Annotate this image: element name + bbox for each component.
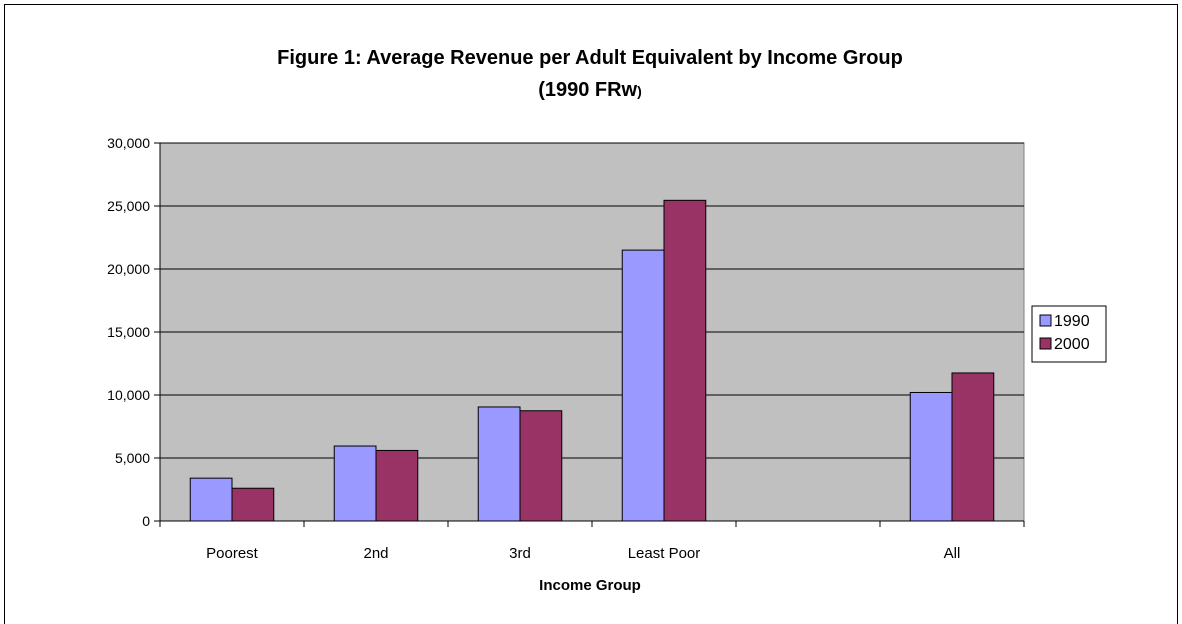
y-tick-label: 5,000 bbox=[115, 450, 150, 466]
x-tick-label: Least Poor bbox=[628, 545, 701, 562]
chart-title: Figure 1: Average Revenue per Adult Equi… bbox=[277, 47, 903, 69]
legend-swatch-2000 bbox=[1039, 337, 1052, 350]
legend-label-2000: 2000 bbox=[1054, 336, 1090, 353]
chart-frame bbox=[4, 4, 1178, 624]
y-tick-label: 25,000 bbox=[107, 198, 150, 214]
y-tick-label: 0 bbox=[142, 513, 150, 529]
y-tick-label: 10,000 bbox=[107, 387, 150, 403]
y-tick-label: 20,000 bbox=[107, 261, 150, 277]
chart-subtitle: (1990 FRw) bbox=[538, 79, 642, 101]
legend: 1990 2000 bbox=[1031, 305, 1107, 363]
x-tick-label: All bbox=[944, 545, 961, 562]
x-tick-label: 3rd bbox=[509, 545, 531, 562]
bar-2000 bbox=[231, 487, 275, 522]
x-axis-title: Income Group bbox=[539, 577, 641, 594]
bar-2000 bbox=[663, 199, 707, 522]
y-tick-label: 15,000 bbox=[107, 324, 150, 340]
bar-1990 bbox=[909, 391, 953, 522]
bar-2000 bbox=[519, 410, 563, 522]
bar-1990 bbox=[477, 406, 521, 522]
x-tick-label: 2nd bbox=[363, 545, 388, 562]
chart-subtitle-paren: ) bbox=[637, 83, 642, 99]
legend-label-1990: 1990 bbox=[1054, 313, 1090, 330]
chart-subtitle-main: (1990 FRw bbox=[538, 79, 637, 101]
bar-1990 bbox=[621, 249, 665, 522]
x-tick-label: Poorest bbox=[206, 545, 259, 562]
plot-area: 0 5,000 10,000 15,000 20,000 25,000 30,000 Poor… bbox=[107, 135, 1025, 562]
y-tick-label: 30,000 bbox=[107, 135, 150, 151]
bar-1990 bbox=[189, 477, 233, 522]
bar-2000 bbox=[375, 449, 419, 522]
bar-2000 bbox=[951, 372, 995, 522]
bar-1990 bbox=[333, 445, 377, 522]
legend-swatch-1990 bbox=[1039, 314, 1052, 327]
